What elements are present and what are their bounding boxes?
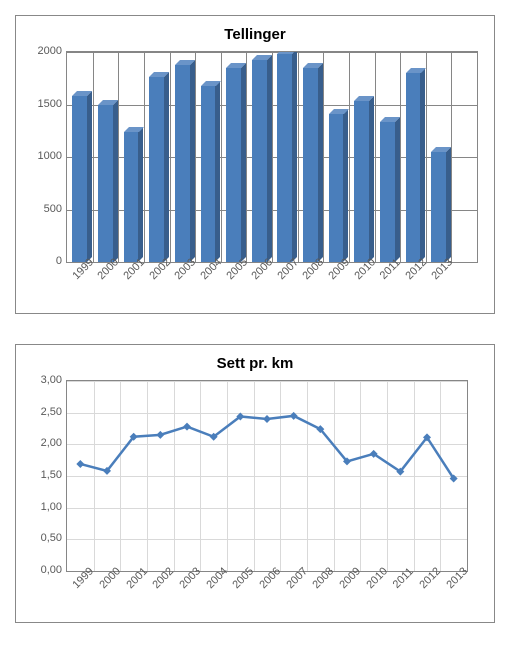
grid-line (170, 52, 171, 262)
y-tick-label: 1500 (38, 98, 62, 110)
y-tick-label: 1,50 (41, 469, 62, 481)
bar (149, 77, 164, 262)
bar-chart-container: Tellinger 0 500 1000 1500 2000 1999200020012… (15, 15, 495, 314)
grid-line (118, 52, 119, 262)
bar-x-axis: 1999200020012002200320042005200620072008… (66, 263, 476, 303)
y-tick-label: 0,50 (41, 532, 62, 544)
y-tick-label: 2000 (38, 45, 62, 57)
bar (72, 96, 87, 262)
bar (201, 86, 216, 262)
y-tick-label: 0 (56, 255, 62, 267)
bar (303, 68, 318, 262)
line-marker (76, 460, 84, 468)
grid-line (246, 52, 247, 262)
grid-line (144, 52, 145, 262)
y-tick-label: 500 (44, 203, 62, 215)
line-plot-area (66, 380, 468, 572)
bar-plot-wrapper: 0500100015002000 19992000200120022003200… (26, 51, 484, 303)
bar (406, 73, 421, 262)
bar (277, 54, 292, 262)
bar-y-axis: 0500100015002000 (26, 51, 66, 261)
grid-line (221, 52, 222, 262)
bar (431, 152, 446, 262)
grid-line (426, 52, 427, 262)
bar (354, 101, 369, 262)
line-y-axis: 0,000,501,001,502,002,503,00 (26, 380, 66, 570)
line-plot-wrapper: 0,000,501,001,502,002,503,00 19992000200… (26, 380, 484, 612)
grid-line (349, 52, 350, 262)
bar (252, 60, 267, 262)
grid-line (93, 52, 94, 262)
line-marker (156, 431, 164, 439)
bar (226, 68, 241, 262)
y-tick-label: 2,00 (41, 437, 62, 449)
grid-line (272, 52, 273, 262)
bar (98, 105, 113, 263)
line-x-axis: 1999200020012002200320042005200620072008… (66, 572, 466, 612)
grid-line (298, 52, 299, 262)
line-marker (290, 412, 298, 420)
grid-line (400, 52, 401, 262)
bar-chart-title: Tellinger (26, 26, 484, 43)
bar (329, 114, 344, 262)
y-tick-label: 1000 (38, 150, 62, 162)
y-tick-label: 0,00 (41, 564, 62, 576)
grid-line (451, 52, 452, 262)
bar (124, 132, 139, 262)
line-chart-container: Sett pr. km 0,00 0,50 1,00 1,50 2,00 2,50 3,00… (15, 344, 495, 623)
grid-line (323, 52, 324, 262)
y-tick-label: 2,50 (41, 406, 62, 418)
bar (175, 65, 190, 262)
line-marker (263, 415, 271, 423)
line-chart-title: Sett pr. km (26, 355, 484, 372)
line-marker (183, 423, 191, 431)
y-tick-label: 1,00 (41, 501, 62, 513)
grid-line (375, 52, 376, 262)
grid-line (195, 52, 196, 262)
bar-plot-area (66, 51, 478, 263)
bar (380, 122, 395, 262)
y-tick-label: 3,00 (41, 374, 62, 386)
line-series (67, 381, 467, 571)
